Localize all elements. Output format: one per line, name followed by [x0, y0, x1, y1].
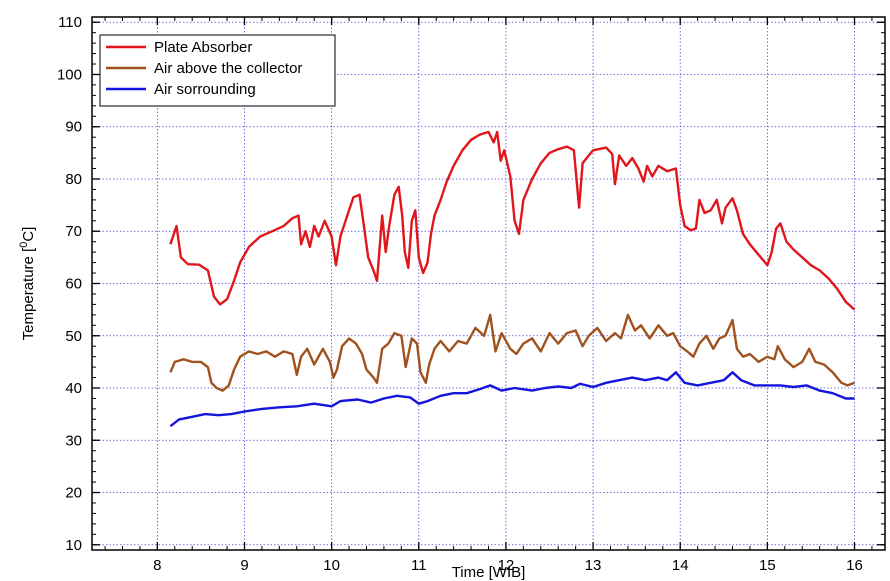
x-tick-label: 14 — [672, 557, 689, 574]
legend-label: Air sorrounding — [154, 81, 256, 98]
series-line-1 — [169, 130, 856, 311]
y-tick-label: 50 — [65, 328, 82, 345]
x-tick-label: 9 — [240, 557, 248, 574]
x-tick-label: 13 — [585, 557, 602, 574]
grid-lines — [92, 17, 885, 550]
series-line-2 — [169, 313, 855, 392]
plot-series — [169, 130, 856, 428]
y-axis-label: Temperature [0C] — [18, 227, 37, 341]
y-tick-label: 20 — [65, 485, 82, 502]
x-tick-label: 8 — [153, 557, 161, 574]
legend-label: Air above the collector — [154, 60, 302, 77]
x-tick-label: 16 — [846, 557, 863, 574]
y-tick-label: 80 — [65, 171, 82, 188]
y-tick-label: 60 — [65, 276, 82, 293]
legend: Plate Absorber Air above the collector Air… — [99, 34, 336, 107]
y-tick-label: 70 — [65, 223, 82, 240]
y-tick-labels: 10 20 30 40 50 60 70 80 90 100 110 — [57, 14, 82, 554]
x-axis-label: Time [WIB] — [452, 564, 526, 581]
y-tick-label: 30 — [65, 432, 82, 449]
y-tick-label: 90 — [65, 119, 82, 136]
y-tick-label: 10 — [65, 537, 82, 554]
legend-label: Plate Absorber — [154, 39, 252, 56]
x-tick-label: 12 — [498, 557, 515, 574]
series-line-3 — [169, 371, 855, 428]
x-tick-label: 11 — [411, 557, 427, 574]
y-tick-label: 40 — [65, 380, 82, 397]
axis-ticks — [92, 17, 885, 550]
x-tick-label: 15 — [759, 557, 776, 574]
x-tick-labels: 8 9 10 11 12 13 14 15 16 — [153, 557, 863, 574]
y-tick-label: 100 — [57, 66, 82, 83]
y-tick-label: 110 — [58, 14, 82, 31]
x-tick-label: 10 — [323, 557, 340, 574]
